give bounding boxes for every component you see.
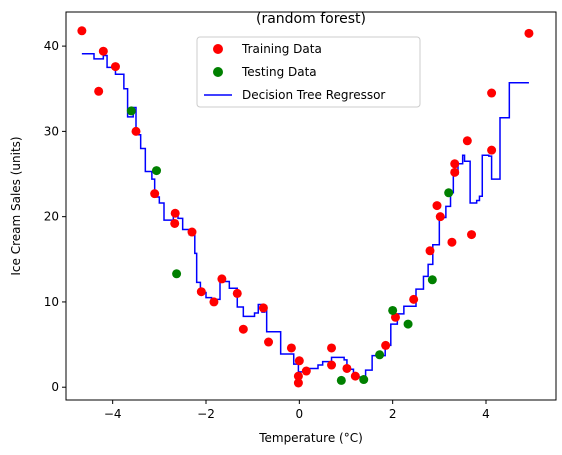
plot-area (77, 26, 534, 388)
legend-marker-training (213, 44, 223, 54)
training-point (425, 246, 435, 256)
testing-point (359, 375, 369, 385)
training-point (327, 360, 337, 370)
testing-point (427, 275, 437, 285)
training-point (77, 26, 87, 36)
testing-point (444, 188, 454, 198)
x-tick-label: 0 (296, 407, 304, 421)
y-tick-label: 20 (44, 210, 59, 224)
training-point (432, 201, 442, 211)
testing-point (336, 375, 346, 385)
training-point (450, 167, 460, 177)
testing-point (152, 166, 162, 176)
training-point (327, 343, 337, 353)
x-tick-label: −4 (104, 407, 122, 421)
testing-point (388, 305, 398, 315)
x-tick-label: −2 (197, 407, 215, 421)
training-point (381, 340, 391, 350)
training-point (217, 274, 227, 284)
training-point (209, 297, 219, 307)
training-point (467, 230, 477, 240)
training-point (264, 337, 274, 347)
training-point (110, 62, 120, 72)
legend-box (196, 36, 421, 108)
training-point (150, 189, 160, 199)
training-point (487, 145, 497, 155)
y-tick-label: 30 (44, 124, 59, 138)
training-point (390, 312, 400, 322)
training-point (293, 378, 303, 388)
training-point (232, 288, 242, 298)
y-axis-label: Ice Cream Sales (units) (9, 136, 23, 275)
legend: Training Data Testing Data Decision Tree… (196, 36, 421, 108)
training-point (462, 136, 472, 146)
training-point (131, 126, 141, 136)
training-point (294, 356, 304, 366)
training-point (435, 212, 445, 222)
x-tick-label: 4 (482, 407, 490, 421)
testing-point (375, 350, 385, 360)
chart-title: (random forest) (256, 11, 366, 27)
training-point (450, 159, 460, 169)
x-axis-label: Temperature (°C) (258, 431, 363, 445)
training-point (196, 287, 206, 297)
training-point (409, 294, 419, 304)
legend-label-regressor: Decision Tree Regressor (242, 88, 385, 102)
axes-frame (65, 11, 557, 401)
training-point (286, 343, 296, 353)
y-tick-label: 10 (44, 295, 59, 309)
testing-point (126, 106, 136, 116)
y-tick-label: 40 (44, 39, 59, 53)
training-point (170, 218, 180, 228)
training-point (342, 363, 352, 373)
testing-point (172, 269, 182, 279)
training-point (350, 371, 360, 381)
training-point (293, 371, 303, 381)
y-tick-label: 0 (51, 380, 59, 394)
training-point (238, 324, 248, 334)
legend-label-training: Training Data (241, 42, 322, 56)
training-point (487, 88, 497, 98)
training-point (524, 28, 534, 38)
testing-point (403, 319, 413, 329)
training-point (187, 227, 197, 237)
training-point (447, 237, 457, 247)
training-point (94, 86, 104, 96)
training-point (98, 46, 108, 56)
x-tick-label: 2 (389, 407, 397, 421)
legend-marker-testing (213, 67, 223, 77)
training-point (301, 366, 311, 376)
training-point (170, 208, 180, 218)
training-point (258, 303, 268, 313)
legend-label-testing: Testing Data (241, 65, 317, 79)
